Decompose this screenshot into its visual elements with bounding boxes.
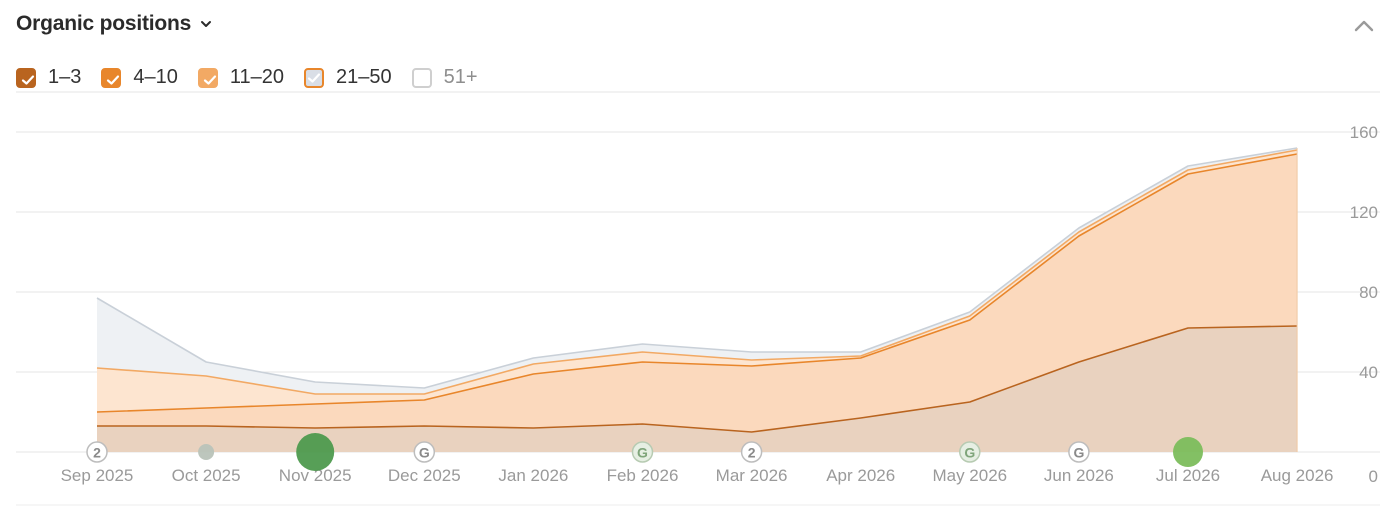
google-update-circle xyxy=(1068,441,1090,463)
x-tick-label: Aug 2026 xyxy=(1261,466,1334,485)
google-icon: G xyxy=(964,445,975,461)
legend-label: 51+ xyxy=(443,66,478,88)
annotation-marker[interactable]: G xyxy=(413,441,436,463)
x-tick-label: Nov 2025 xyxy=(279,466,352,485)
x-tick-label: Jan 2026 xyxy=(498,466,568,485)
badge-count: 2 xyxy=(748,445,756,461)
y-tick-label: 160 xyxy=(1350,123,1378,142)
x-tick-label: Mar 2026 xyxy=(716,466,788,485)
checkmark-icon xyxy=(307,72,321,83)
google-update-circle xyxy=(413,441,436,463)
legend-label: 11–20 xyxy=(229,66,285,88)
x-tick-label: Jul 2026 xyxy=(1156,466,1220,485)
series-line-2 xyxy=(96,153,1298,413)
x-tick-label: Feb 2026 xyxy=(607,466,679,485)
legend-item-3[interactable]: 11–20 xyxy=(197,66,285,89)
chart-title: Organic positions xyxy=(16,12,192,35)
checkmark-icon xyxy=(203,74,216,85)
legend-label: 4–10 xyxy=(133,66,178,88)
legend-item-1[interactable]: 1–3 xyxy=(16,66,81,89)
x-tick-label: Oct 2025 xyxy=(172,466,241,485)
legend-checkbox[interactable] xyxy=(304,67,325,88)
google-update-circle xyxy=(959,441,981,463)
legend-label: 1–3 xyxy=(48,66,82,88)
x-tick-label: May 2026 xyxy=(932,466,1007,485)
series-line-1 xyxy=(97,325,1298,433)
y-tick-label: 80 xyxy=(1359,283,1378,302)
checkmark-icon xyxy=(107,74,120,85)
google-update-circle xyxy=(631,441,654,463)
y-tick-label: 120 xyxy=(1350,203,1378,222)
annotation-marker[interactable]: G xyxy=(631,441,654,463)
annotation-marker[interactable] xyxy=(296,433,335,471)
annotation-marker[interactable]: 2 xyxy=(740,441,763,463)
area-2 xyxy=(97,154,1298,452)
legend: 1–3 4–10 11–20 21–50 51+ xyxy=(16,66,498,89)
annotation-marker[interactable]: G xyxy=(1068,441,1090,463)
annotation-marker[interactable] xyxy=(198,444,215,460)
annotation-marker[interactable] xyxy=(1173,437,1203,467)
x-tick-label: Jun 2026 xyxy=(1044,466,1114,485)
chart-header: Organic positions xyxy=(16,12,213,36)
legend-checkbox[interactable] xyxy=(411,67,432,88)
badge-circle xyxy=(86,441,108,463)
google-icon: G xyxy=(419,445,430,461)
event-dot xyxy=(198,444,215,460)
legend-item-5[interactable]: 51+ xyxy=(411,66,478,89)
annotation-marker[interactable]: 2 xyxy=(86,441,108,463)
x-tick-label: Apr 2026 xyxy=(826,466,895,485)
x-tick-label: Sep 2025 xyxy=(61,466,134,485)
event-dot xyxy=(1173,437,1203,467)
legend-checkbox[interactable] xyxy=(16,67,36,88)
legend-item-2[interactable]: 4–10 xyxy=(101,66,178,89)
checkmark-icon xyxy=(21,74,35,85)
google-icon: G xyxy=(637,445,648,461)
x-tick-label: Dec 2025 xyxy=(388,466,461,485)
legend-label: 21–50 xyxy=(336,66,392,88)
y-tick-label: 0 xyxy=(1369,467,1378,486)
legend-checkbox[interactable] xyxy=(197,67,218,88)
annotation-marker[interactable]: G xyxy=(959,441,981,463)
series-line-3 xyxy=(96,149,1298,395)
series-line-4 xyxy=(96,147,1298,389)
area-1 xyxy=(97,326,1298,452)
legend-checkbox[interactable] xyxy=(101,67,122,88)
event-dot xyxy=(296,433,335,471)
chevron-up-icon[interactable] xyxy=(1352,14,1376,38)
badge-count: 2 xyxy=(93,445,101,461)
badge-circle xyxy=(740,441,763,463)
chevron-down-icon[interactable] xyxy=(199,17,213,31)
google-icon: G xyxy=(1073,445,1084,461)
y-tick-label: 40 xyxy=(1359,363,1378,382)
legend-item-4[interactable]: 21–50 xyxy=(304,66,392,89)
